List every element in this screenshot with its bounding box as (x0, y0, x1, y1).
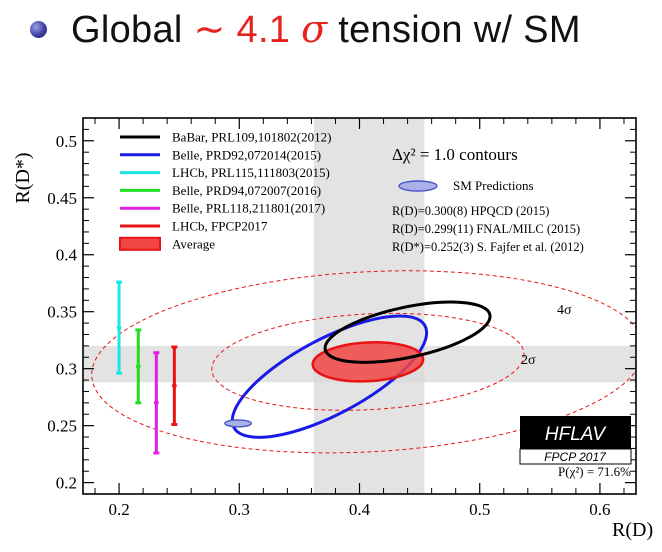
headline: Global ∼ 4.1 σ tension w/ SM (71, 7, 581, 52)
error-bar-point (171, 383, 177, 389)
x-tick-label: 0.6 (589, 500, 610, 519)
y-tick-label: 0.2 (56, 474, 77, 493)
error-bar-1 (116, 280, 123, 375)
legend-item: BaBar, PRL109,101802(2012) (120, 130, 331, 145)
legend-label: Average (172, 236, 215, 251)
error-bar-point (135, 363, 141, 369)
fpcp-box (519, 448, 632, 465)
hflav-logo-box (520, 416, 631, 449)
error-bar-point (116, 325, 122, 331)
ellipse-4sigma (91, 270, 636, 454)
y-tick-label: 0.3 (56, 360, 77, 379)
tension-value: ∼ 4.1 (193, 8, 291, 51)
legend-item: LHCb, FPCP2017 (120, 219, 268, 234)
hflav-logo-text: HFLAV (545, 424, 608, 445)
sigma4-label: 4σ (557, 303, 572, 318)
ellipse-2sigma (211, 312, 525, 411)
sigma2-label: 2σ (521, 353, 536, 368)
y-tick-label: 0.25 (47, 417, 77, 436)
contours-label: Δχ² = 1.0 contours (392, 145, 518, 164)
legend-item: LHCb, PRL115,111803(2015) (120, 165, 330, 180)
headline-suffix: tension w/ SM (338, 8, 581, 51)
y-tick-label: 0.4 (56, 246, 78, 265)
error-bars-layer (116, 280, 178, 455)
ellipse-babar (323, 300, 492, 364)
y-tick-label: 0.5 (56, 132, 77, 151)
sigma-symbol: σ (301, 6, 328, 51)
annotation-panel: Δχ² = 1.0 contours SM Predictions R(D)=0… (392, 145, 584, 368)
legend: BaBar, PRL109,101802(2012) Belle, PRD92,0… (119, 130, 331, 251)
x-tick-label: 0.4 (349, 500, 371, 519)
axes-layer: 0.2 0.3 0.4 0.5 0.6 0.2 0.25 0.3 0.35 0.4 0.45 0.5 (47, 117, 636, 519)
error-bar-4 (171, 345, 178, 426)
legend-item: Belle, PRD92,072014(2015) (120, 147, 321, 162)
y-axis-label: R(D*) (12, 152, 34, 203)
error-bar-3 (153, 351, 160, 455)
legend-label: Belle, PRD94,072007(2016) (172, 183, 321, 198)
sm-line-2: R(D)=0.299(11) FNAL/MILC (2015) (392, 222, 580, 236)
legend-label: Belle, PRL118,211801(2017) (172, 201, 325, 216)
ellipse-belle-2015 (230, 314, 429, 439)
legend-item: Average (119, 236, 215, 251)
slide-bullet: Global ∼ 4.1 σ tension w/ SM (30, 6, 581, 52)
legend-item: Belle, PRD94,072007(2016) (120, 183, 321, 198)
hflav-badge: HFLAV FPCP 2017 P(χ²) = 71.6% (519, 416, 632, 479)
legend-label: BaBar, PRL109,101802(2012) (172, 130, 331, 145)
legend-label: LHCb, FPCP2017 (172, 219, 268, 234)
sm-legend-icon (398, 180, 438, 192)
legend-item: Belle, PRL118,211801(2017) (120, 201, 325, 216)
y-tick-label: 0.45 (47, 189, 77, 208)
y-tick-label: 0.35 (47, 303, 77, 322)
legend-swatch (119, 236, 161, 251)
x-tick-label: 0.5 (469, 500, 490, 519)
sm-predictions-label: SM Predictions (453, 178, 534, 193)
sm-prediction-marker (224, 419, 253, 428)
legend-label: Belle, PRD92,072014(2015) (172, 147, 321, 162)
error-bar-point (153, 400, 159, 406)
x-axis-label: R(D) (612, 519, 653, 541)
sm-line-3: R(D*)=0.252(3) S. Fajfer et al. (2012) (392, 240, 584, 254)
x-tick-label: 0.2 (108, 500, 129, 519)
probability-label: P(χ²) = 71.6% (558, 464, 631, 479)
legend-label: LHCb, PRL115,111803(2015) (172, 165, 330, 180)
x-tick-label: 0.3 (229, 500, 250, 519)
bullet-point-icon (30, 20, 47, 38)
ellipses-layer (91, 270, 636, 454)
headline-prefix: Global (71, 8, 183, 51)
error-bar-2 (135, 328, 142, 405)
sm-line-1: R(D)=0.300(8) HPQCD (2015) (392, 204, 549, 218)
fpcp-label: FPCP 2017 (544, 450, 607, 464)
